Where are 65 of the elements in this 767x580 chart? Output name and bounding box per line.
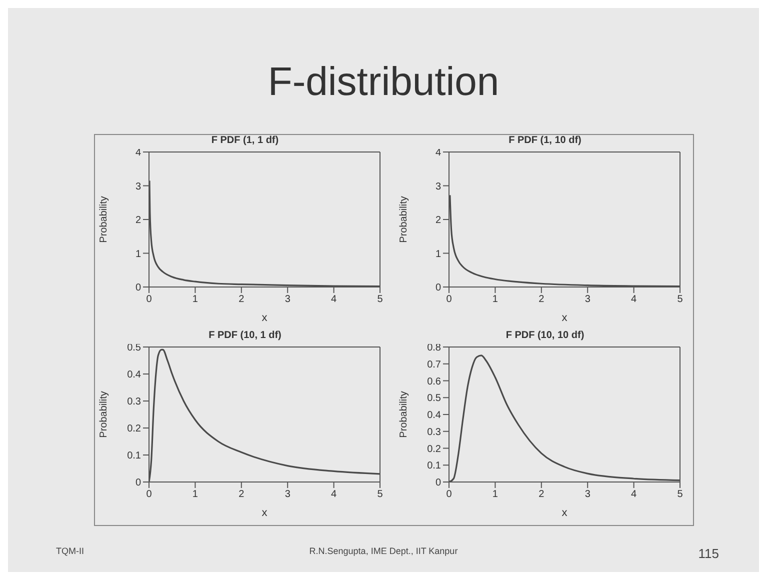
x-tick-label: 0 [446,489,452,500]
y-tick-label: 0.8 [427,342,442,354]
y-tick-label: 3 [135,181,142,192]
y-axis-title: Probability [398,196,410,243]
chart-title: F PDF (10, 10 df) [504,330,586,343]
x-tick-label: 5 [377,489,384,500]
y-axis-title: Probability [98,391,110,438]
y-tick-label: 0.4 [427,410,442,422]
x-tick-label: 1 [492,489,498,500]
text: R.N.Sengupta, IME Dept., IIT Kanpur [309,546,458,556]
x-tick-label: 0 [446,294,452,306]
x-axis-title: x [562,312,568,324]
x-tick-label: 1 [192,489,198,500]
x-tick-label: 0 [146,294,152,306]
x-tick-label: 4 [631,489,638,500]
x-axis-title: x [562,507,568,519]
y-tick-label: 3 [435,181,442,192]
y-tick-label: 2 [435,215,442,226]
y-tick-label: 0.2 [127,424,142,435]
x-tick-label: 2 [238,294,245,306]
y-tick-label: 0.4 [127,370,142,381]
y-tick-label: 0 [435,478,442,489]
x-tick-label: 3 [284,294,291,306]
y-tick-label: 0.2 [427,444,442,455]
y-tick-label: 0.3 [127,396,142,408]
y-tick-label: 0.3 [427,426,442,438]
text: F-distribution [266,60,500,105]
y-tick-label: 0.1 [127,450,142,462]
x-tick-label: 5 [677,489,684,500]
y-tick-label: 0.7 [427,359,442,370]
x-tick-label: 5 [677,294,684,306]
x-tick-label: 2 [238,489,245,500]
y-tick-label: 2 [135,215,142,226]
y-tick-label: 0.1 [427,460,442,472]
y-tick-label: 0.5 [127,342,142,354]
chart-title: F PDF (10, 1 df) [208,330,282,343]
x-axis-title: x [262,507,268,519]
y-tick-label: 1 [435,248,442,260]
chart-title: F PDF (1, 1 df) [210,135,280,148]
y-axis-title: Probability [398,391,410,438]
y-tick-label: 0 [135,282,142,294]
x-tick-label: 0 [146,489,152,500]
x-tick-label: 3 [584,489,591,500]
y-tick-label: 4 [135,148,142,159]
x-tick-label: 2 [538,489,545,500]
y-tick-label: 0.6 [427,376,442,388]
text: 115 [698,546,719,561]
text: TQM-II [56,546,84,556]
y-tick-label: 0 [435,282,442,294]
y-tick-label: 0.5 [427,393,442,404]
x-tick-label: 4 [331,294,338,306]
y-tick-label: 4 [435,148,442,159]
chart-title: F PDF (1, 10 df) [508,135,582,148]
x-tick-label: 5 [377,294,384,306]
x-tick-label: 2 [538,294,545,306]
x-tick-label: 4 [631,294,638,306]
y-axis-title: Probability [98,196,110,243]
x-tick-label: 3 [584,294,591,306]
x-axis-title: x [262,312,268,324]
y-tick-label: 0 [135,478,142,489]
x-tick-label: 1 [492,294,498,306]
x-tick-label: 1 [192,294,198,306]
x-tick-label: 4 [331,489,338,500]
x-tick-label: 3 [284,489,291,500]
y-tick-label: 1 [135,248,142,260]
